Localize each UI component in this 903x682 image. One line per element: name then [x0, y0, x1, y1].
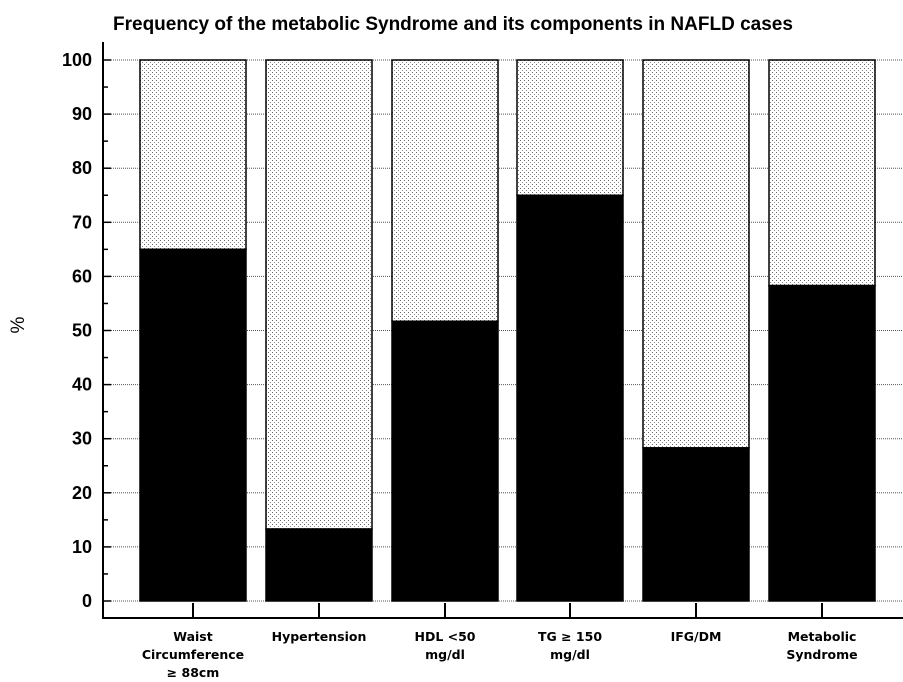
bar-value [391, 320, 499, 602]
x-tick-label: Hypertension [272, 629, 367, 644]
y-tick-label: 30 [72, 429, 92, 449]
bar-remainder [265, 59, 373, 530]
x-tick-label-line: IFG/DM [671, 629, 722, 644]
y-tick-label: 70 [72, 212, 92, 232]
x-tick-label-line: Hypertension [272, 629, 367, 644]
x-tick-label-line: Circumference [142, 647, 244, 662]
x-tick-label-line: mg/dl [550, 647, 590, 662]
x-tick-labels: Waist Circumference ≥ 88cm Hypertension HDL … [142, 629, 858, 680]
x-tick-label-line: Metabolic [788, 629, 857, 644]
bar-remainder [391, 59, 499, 323]
chart-title: Frequency of the metabolic Syndrome and … [113, 14, 793, 35]
x-tick-label: IFG/DM [671, 629, 722, 644]
bar-remainder [642, 59, 750, 449]
bar-remainder [516, 59, 624, 196]
x-tick-label: TG ≥ 150 mg/dl [538, 629, 602, 662]
x-tick-label-line: ≥ 88cm [167, 665, 220, 680]
x-tick-label-line: HDL <50 [414, 629, 475, 644]
y-tick-label: 20 [72, 483, 92, 503]
y-tick-label: 0 [82, 591, 92, 611]
y-axis-label: % [8, 316, 29, 333]
y-tick-label: 40 [72, 375, 92, 395]
bar-value [642, 447, 750, 602]
bar-value [516, 194, 624, 602]
bar-remainder [768, 59, 876, 287]
bar-value [265, 528, 373, 602]
y-tick-label: 90 [72, 104, 92, 124]
y-tick-label: 60 [72, 266, 92, 286]
bar-remainder [139, 59, 247, 251]
y-tick-labels: 0 10 20 30 40 50 60 70 80 90 100 [62, 50, 92, 611]
y-tick-label: 50 [72, 321, 92, 341]
bar-value [768, 284, 876, 602]
bar-value [139, 248, 247, 602]
x-tick-label-line: TG ≥ 150 [538, 629, 602, 644]
x-tick-label: Metabolic Syndrome [786, 629, 857, 662]
y-tick-label: 10 [72, 537, 92, 557]
x-tick-label: HDL <50 mg/dl [414, 629, 475, 662]
x-tick-label-line: Syndrome [786, 647, 857, 662]
x-tick-label: Waist Circumference ≥ 88cm [142, 629, 244, 680]
y-tick-label: 100 [62, 50, 92, 70]
x-tick-label-line: mg/dl [425, 647, 465, 662]
axes [102, 42, 903, 619]
x-tick-label-line: Waist [173, 629, 213, 644]
y-tick-label: 80 [72, 158, 92, 178]
bars [139, 59, 876, 602]
